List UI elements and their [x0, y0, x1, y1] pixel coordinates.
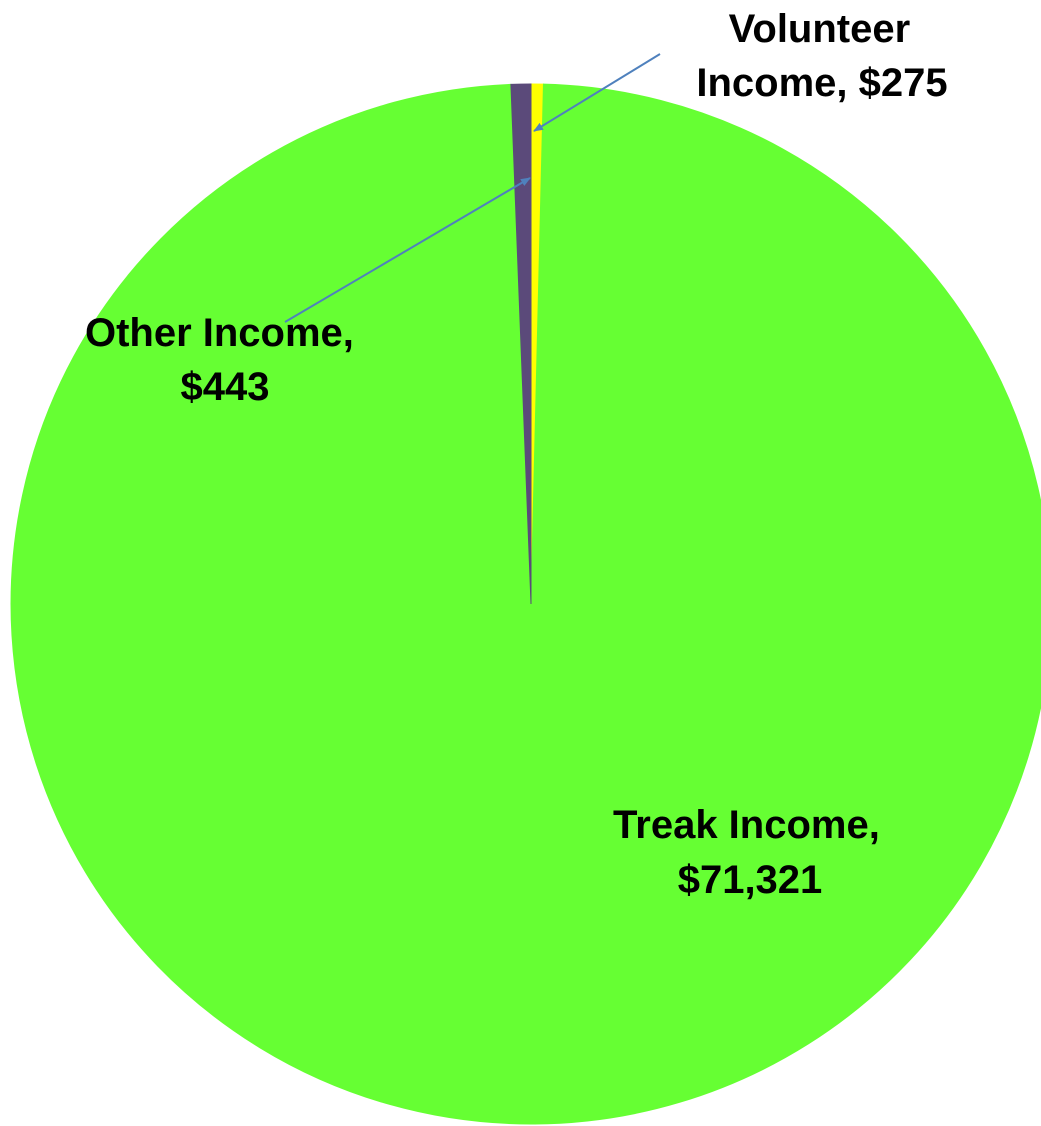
label-other-income: Other Income, $443: [85, 311, 365, 409]
label-volunteer-income: Volunteer Income, $275: [696, 7, 947, 105]
label-treak-income: Treak Income, $71,321: [613, 803, 891, 902]
leader-line-other-income: [284, 177, 531, 323]
slice-other-income: [510, 83, 532, 605]
label-other-income-line2: $443: [181, 365, 270, 409]
label-other-income-line1: Other Income,: [85, 311, 354, 355]
leader-lines: [284, 53, 661, 323]
leader-line-volunteer-income: [533, 53, 661, 132]
pie-slices: [10, 83, 1041, 1125]
label-volunteer-income-line1: Volunteer: [729, 7, 911, 51]
label-treak-income-line1: Treak Income,: [613, 803, 880, 847]
slice-labels: Volunteer Income, $275 Other Income, $44…: [85, 7, 948, 902]
label-treak-income-line2: $71,321: [678, 858, 823, 902]
slice-treak-income: [10, 83, 1041, 1125]
label-volunteer-income-line2: Income, $275: [696, 61, 947, 105]
